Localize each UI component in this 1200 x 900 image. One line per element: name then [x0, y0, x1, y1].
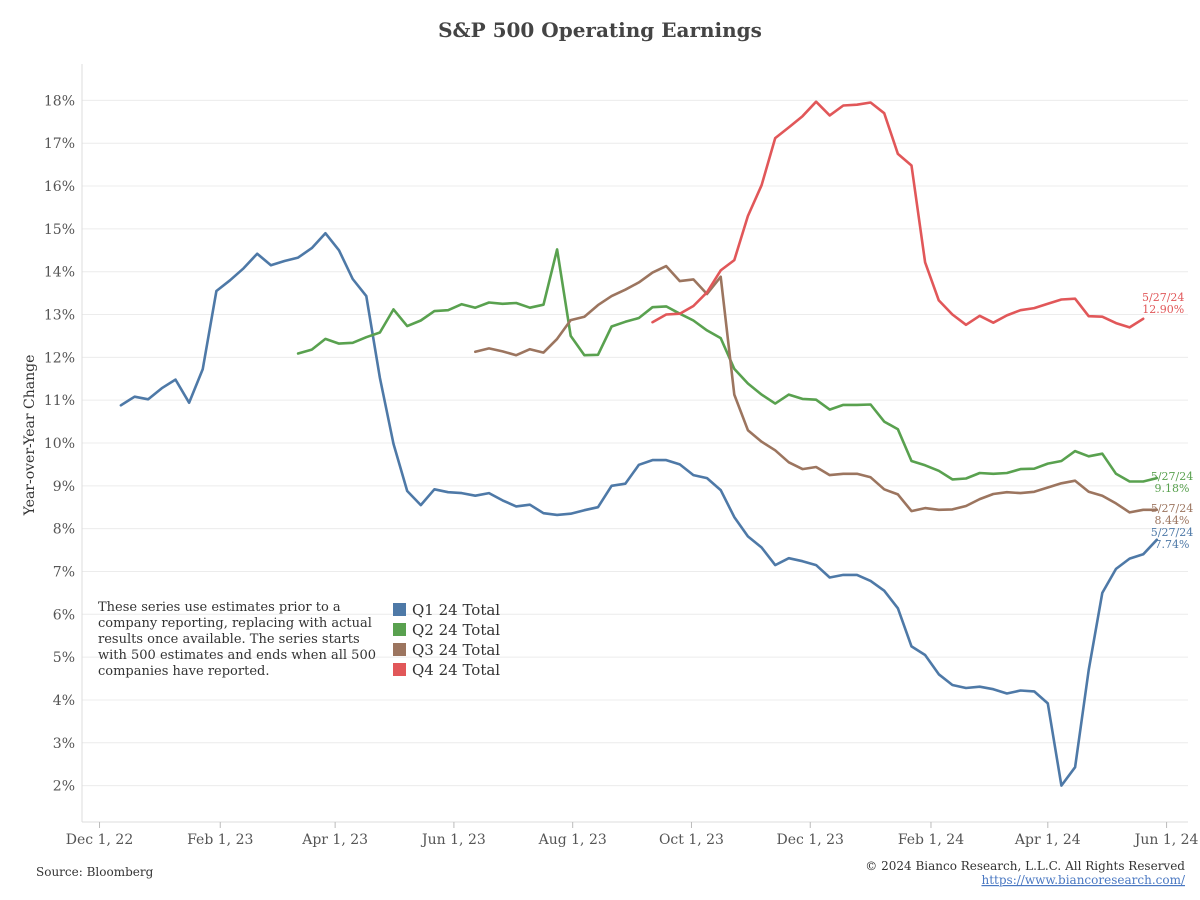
y-tick-label: 3% [53, 736, 75, 752]
series-line [474, 264, 1159, 514]
source-text: Source: Bloomberg [36, 865, 154, 879]
series-line [119, 231, 1159, 787]
y-tick-label: 16% [44, 179, 75, 195]
y-tick-label: 6% [53, 607, 75, 623]
end-labels: 5/27/247.74%5/27/249.18%5/27/248.44%5/27… [1142, 291, 1193, 551]
y-tick-label: 5% [53, 650, 75, 666]
x-tick-label: Feb 1, 24 [898, 832, 964, 848]
end-label-date: 5/27/24 [1151, 526, 1193, 539]
copyright-text: © 2024 Bianco Research, L.L.C. All Right… [865, 859, 1185, 873]
end-label-value: 9.18% [1155, 482, 1190, 495]
x-tick-label: Jun 1, 23 [420, 832, 486, 848]
legend-label: Q2 24 Total [412, 621, 500, 639]
y-tick-label: 15% [44, 222, 75, 238]
legend-label: Q1 24 Total [412, 601, 500, 619]
note-line-1: These series use estimates prior to a [98, 600, 341, 615]
x-tick-label: Oct 1, 23 [659, 832, 724, 848]
end-label-date: 5/27/24 [1151, 470, 1193, 483]
note-line-5: companies have reported. [98, 664, 269, 679]
y-tick-label: 12% [44, 350, 75, 366]
note-line-2: company reporting, replacing with actual [98, 616, 372, 631]
legend: Q1 24 Total Q2 24 Total Q3 24 Total Q4 24 T… [393, 601, 500, 679]
legend-swatch [393, 623, 406, 636]
y-tick-label: 11% [44, 393, 75, 409]
y-tick-label: 4% [53, 693, 75, 709]
legend-label: Q4 24 Total [412, 661, 500, 679]
x-tick-label: Aug 1, 23 [538, 832, 607, 848]
series-line [651, 100, 1145, 329]
x-tick-label: Dec 1, 22 [66, 832, 133, 848]
end-label-value: 8.44% [1155, 514, 1190, 527]
end-label-date: 5/27/24 [1142, 291, 1184, 304]
chart-title: S&P 500 Operating Earnings [438, 18, 762, 42]
gridlines [82, 99, 1188, 787]
x-tick-label: Dec 1, 23 [777, 832, 844, 848]
y-tick-label: 14% [44, 265, 75, 281]
y-tick-label: 13% [44, 308, 75, 324]
x-tick-label: Feb 1, 23 [187, 832, 253, 848]
y-tick-label: 7% [53, 564, 75, 580]
end-label-date: 5/27/24 [1151, 502, 1193, 515]
plot-area: 2% 3% 4% 5% 6% 7% 8% 9% 10% 11% 12% 13% 14% 15% 16% 17%… [44, 64, 1199, 848]
y-tick-label: 2% [53, 779, 75, 795]
y-tick-label: 10% [44, 436, 75, 452]
note-line-3: results once available. The series start… [98, 632, 360, 647]
y-tick-label: 17% [44, 136, 75, 152]
legend-label: Q3 24 Total [412, 641, 500, 659]
series-line [296, 248, 1159, 483]
y-tick-label: 9% [53, 479, 75, 495]
chart-note: These series use estimates prior to a co… [98, 600, 376, 679]
note-line-4: with 500 estimates and ends when all 500 [98, 648, 376, 663]
legend-swatch [393, 663, 406, 676]
y-tick-label: 8% [53, 522, 75, 538]
end-label-value: 7.74% [1155, 538, 1190, 551]
end-label-value: 12.90% [1142, 303, 1184, 316]
y-tick-label: 18% [44, 93, 75, 109]
y-axis: 2% 3% 4% 5% 6% 7% 8% 9% 10% 11% 12% 13% 14% 15% 16% 17%… [44, 64, 83, 822]
x-tick-label: Apr 1, 23 [301, 832, 368, 848]
x-tick-label: Jun 1, 24 [1133, 832, 1199, 848]
series-lines [119, 100, 1159, 787]
legend-swatch [393, 643, 406, 656]
y-axis-label: Year-over-Year Change [22, 355, 38, 517]
x-axis: Dec 1, 22 Feb 1, 23 Apr 1, 23 Jun 1, 23 Aug … [66, 821, 1199, 848]
legend-swatch [393, 603, 406, 616]
x-tick-label: Apr 1, 24 [1014, 832, 1081, 848]
website-link[interactable]: https://www.biancoresearch.com/ [981, 873, 1185, 887]
